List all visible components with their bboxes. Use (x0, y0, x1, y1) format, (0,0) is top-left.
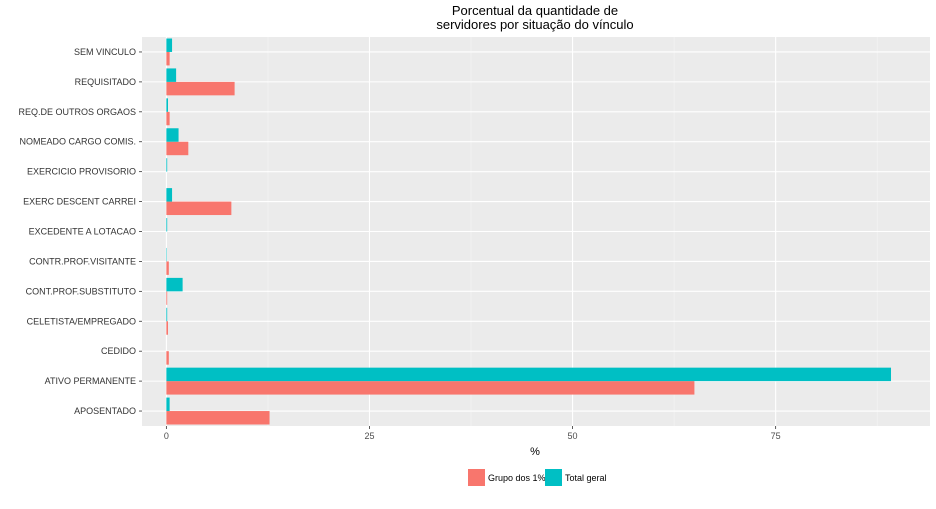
legend-swatch-total (545, 469, 562, 486)
bar-total (166, 38, 172, 51)
bar-total (166, 368, 891, 381)
chart-title-line-2: servidores por situação do vínculo (436, 17, 633, 32)
category-label: ATIVO PERMANENTE (45, 376, 136, 386)
bar-grupo (166, 411, 269, 424)
bar-grupo (166, 321, 168, 334)
x-tick-labels: 0 25 50 75 (164, 426, 781, 441)
x-tick-label: 75 (771, 431, 781, 441)
bar-grupo (166, 52, 169, 65)
bar-grupo (166, 82, 234, 95)
category-labels: APOSENTADO ATIVO PERMANENTE CEDIDO CELETIST… (18, 47, 142, 416)
bar-grupo (166, 381, 694, 394)
bar-total (166, 188, 172, 201)
bar-grupo (166, 351, 168, 364)
category-label: APOSENTADO (74, 406, 136, 416)
legend-label-grupo: Grupo dos 1% (488, 473, 546, 483)
bar-grupo (166, 202, 231, 215)
bar-total (166, 98, 168, 111)
category-label: CEDIDO (101, 346, 136, 356)
chart-title-line-1: Porcentual da quantidade de (452, 3, 618, 18)
bar-grupo (166, 142, 188, 155)
bar-total (166, 128, 178, 141)
legend-label-total: Total geral (565, 473, 607, 483)
bar-total (166, 308, 167, 321)
bar-total (166, 218, 167, 231)
bar-grupo (166, 112, 169, 125)
bar-total (166, 68, 176, 81)
category-label: CONT.PROF.SUBSTITUTO (26, 286, 136, 296)
category-label: SEM VINCULO (74, 47, 136, 57)
x-tick-label: 50 (568, 431, 578, 441)
category-label: NOMEADO CARGO COMIS. (19, 137, 136, 147)
bar-total (166, 278, 182, 291)
category-label: EXERC DESCENT CARREI (23, 197, 136, 207)
x-tick-label: 25 (364, 431, 374, 441)
x-axis-title: % (530, 446, 540, 458)
category-label: CONTR.PROF.VISITANTE (29, 256, 136, 266)
bar-total (166, 158, 167, 171)
bar-grupo (166, 261, 168, 274)
category-label: REQUISITADO (75, 77, 136, 87)
legend-swatch-grupo (468, 469, 485, 486)
category-label: EXCEDENTE A LOTACAO (29, 227, 136, 237)
bar-grupo (166, 291, 167, 304)
bar-total (166, 398, 169, 411)
category-label: EXERCICIO PROVISORIO (27, 167, 136, 177)
x-tick-label: 0 (164, 431, 169, 441)
category-label: REQ.DE OUTROS ORGAOS (18, 107, 136, 117)
legend: Grupo dos 1% Total geral (468, 469, 607, 486)
category-label: CELETISTA/EMPREGADO (27, 316, 136, 326)
